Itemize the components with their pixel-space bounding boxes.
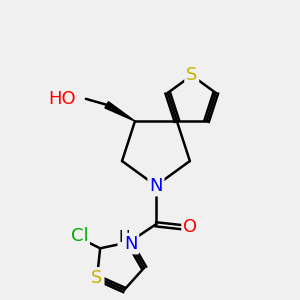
Text: S: S (92, 269, 103, 287)
Text: HO: HO (48, 90, 76, 108)
Polygon shape (105, 102, 135, 121)
Text: O: O (183, 218, 197, 236)
Text: N: N (149, 177, 163, 195)
Text: N: N (124, 235, 137, 253)
Text: H: H (119, 230, 130, 245)
Text: S: S (186, 66, 197, 84)
Text: Cl: Cl (70, 227, 88, 245)
